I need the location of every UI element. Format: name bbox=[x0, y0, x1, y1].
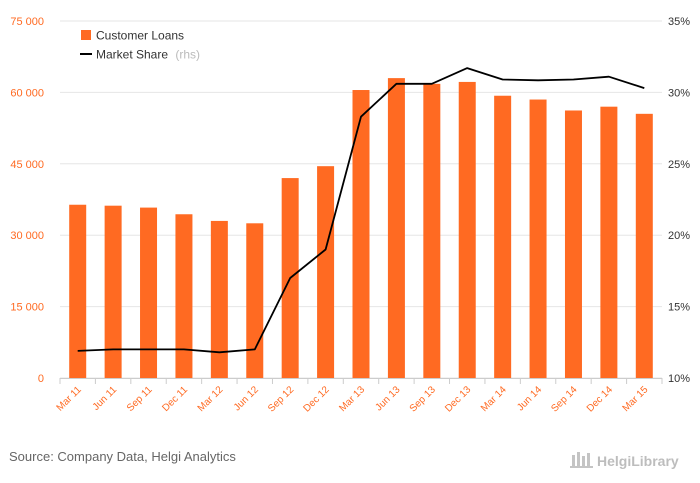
bar-customer-loans bbox=[423, 83, 441, 378]
x-tick-label: Mar 13 bbox=[337, 384, 367, 414]
bar-customer-loans bbox=[104, 205, 122, 378]
y-left-tick-label: 30 000 bbox=[10, 230, 44, 242]
bar-customer-loans bbox=[69, 204, 87, 378]
x-tick-label: Mar 11 bbox=[55, 384, 85, 414]
legend: Customer Loans Market Share (rhs) bbox=[80, 29, 200, 62]
x-tick-label: Dec 12 bbox=[302, 384, 332, 414]
x-tick-label: Sep 13 bbox=[408, 384, 438, 414]
x-tick-label: Mar 15 bbox=[621, 384, 651, 414]
bar-customer-loans bbox=[352, 90, 370, 379]
bar-customer-loans bbox=[494, 95, 512, 379]
x-tick-label: Jun 11 bbox=[91, 384, 120, 413]
x-tick-label: Jun 12 bbox=[232, 384, 261, 413]
line-layer bbox=[77, 67, 645, 354]
x-tick-label: Dec 13 bbox=[443, 384, 473, 414]
x-tick-label: Sep 14 bbox=[549, 384, 579, 414]
svg-text:Market Share (rhs): Market Share (rhs) bbox=[96, 48, 200, 62]
x-tick-label: Dec 11 bbox=[160, 384, 190, 414]
brand-logo: HelgiLibrary bbox=[570, 452, 679, 469]
y-left-tick-label: 15 000 bbox=[10, 302, 44, 314]
y-right-tick-label: 30% bbox=[668, 87, 690, 99]
bar-customer-loans bbox=[317, 166, 335, 378]
bars-layer bbox=[69, 78, 653, 379]
bar-customer-loans bbox=[246, 223, 264, 378]
y-right-tick-label: 25% bbox=[668, 159, 690, 171]
legend-suffix-rhs: (rhs) bbox=[175, 48, 200, 62]
bar-customer-loans bbox=[600, 106, 618, 379]
legend-marker-customer-loans bbox=[81, 30, 91, 40]
x-tick-label: Sep 11 bbox=[125, 384, 155, 414]
y-right-tick-label: 10% bbox=[668, 373, 690, 385]
x-tick-label: Mar 12 bbox=[196, 384, 226, 414]
bar-customer-loans bbox=[564, 110, 582, 378]
x-tick-label: Mar 14 bbox=[479, 384, 509, 414]
source-note: Source: Company Data, Helgi Analytics bbox=[9, 449, 236, 464]
legend-label-market-share: Market Share bbox=[96, 48, 168, 62]
brand-name: HelgiLibrary bbox=[597, 453, 679, 469]
x-tick-label: Jun 14 bbox=[515, 384, 544, 413]
line-market-share bbox=[77, 67, 645, 354]
bar-customer-loans bbox=[175, 214, 193, 378]
y-right-tick-label: 15% bbox=[668, 302, 690, 314]
bar-customer-loans bbox=[210, 220, 228, 378]
y-left-tick-label: 45 000 bbox=[10, 159, 44, 171]
y-left-tick-label: 60 000 bbox=[10, 87, 44, 99]
y-right-tick-label: 35% bbox=[668, 16, 690, 28]
legend-label-customer-loans: Customer Loans bbox=[96, 29, 184, 43]
x-tick-label: Dec 14 bbox=[585, 384, 615, 414]
bar-customer-loans bbox=[529, 99, 547, 378]
bar-customer-loans bbox=[387, 78, 405, 379]
library-icon bbox=[570, 452, 593, 468]
x-tick-label: Jun 13 bbox=[374, 384, 403, 413]
bar-customer-loans bbox=[458, 81, 476, 378]
y-left-tick-label: 75 000 bbox=[10, 16, 44, 28]
bar-customer-loans bbox=[635, 113, 653, 378]
x-tick-label: Sep 12 bbox=[266, 384, 296, 414]
y-right-tick-label: 20% bbox=[668, 230, 690, 242]
bar-customer-loans bbox=[140, 207, 158, 378]
y-left-tick-label: 0 bbox=[38, 373, 44, 385]
